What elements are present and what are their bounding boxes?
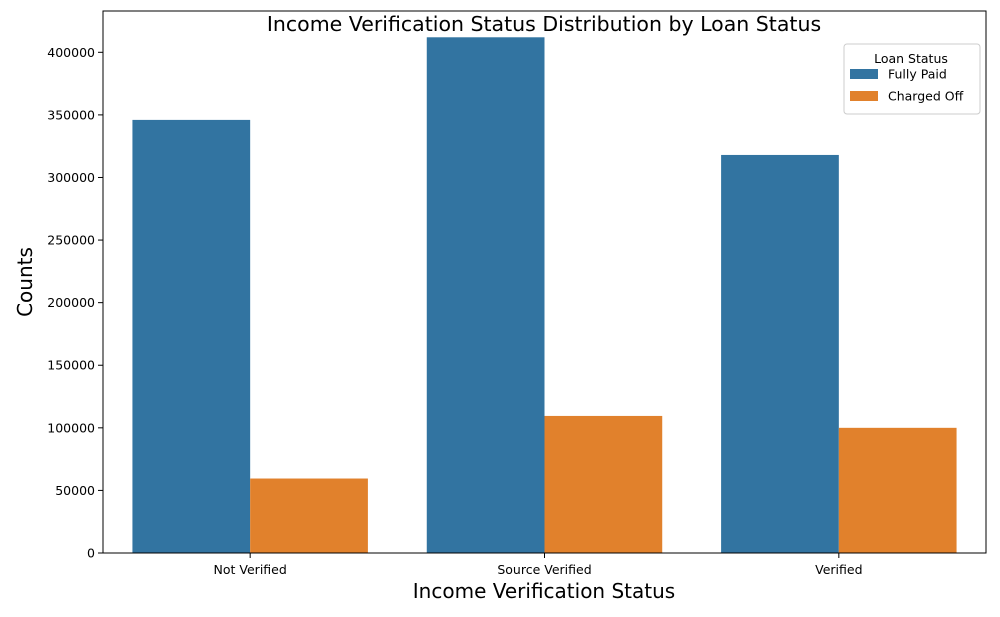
x-tick-label: Not Verified — [214, 562, 287, 577]
y-tick-label: 350000 — [47, 107, 95, 122]
x-tick-label: Verified — [815, 562, 862, 577]
bar-fully-paid-0 — [132, 119, 251, 553]
plot-area — [132, 37, 957, 553]
x-tick-label: Source Verified — [497, 562, 591, 577]
legend-swatch-fully-paid — [850, 69, 878, 79]
x-axis-title: Income Verification Status — [413, 579, 675, 603]
legend-label-fully-paid: Fully Paid — [888, 67, 947, 82]
y-axis-title: Counts — [13, 247, 37, 317]
bar-charged-off-1 — [544, 415, 663, 553]
bar-fully-paid-2 — [721, 154, 839, 553]
y-axis: 0 50000 100000 150000 200000 250000 300000 3500… — [47, 45, 103, 561]
legend-title: Loan Status — [874, 51, 948, 66]
bar-charged-off-2 — [838, 427, 957, 553]
y-tick-label: 250000 — [47, 233, 95, 248]
chart-title: Income Verification Status Distribution … — [267, 12, 821, 36]
y-tick-label: 300000 — [47, 170, 95, 185]
y-tick-label: 150000 — [47, 358, 95, 373]
y-tick-label: 0 — [87, 546, 95, 561]
y-tick-label: 50000 — [55, 483, 95, 498]
legend: Loan Status Fully Paid Charged Off — [843, 43, 981, 115]
bar-charged-off-0 — [250, 478, 368, 553]
plot-frame — [102, 10, 987, 554]
y-tick-label: 100000 — [47, 420, 95, 435]
y-tick-label: 200000 — [47, 295, 95, 310]
legend-label-charged-off: Charged Off — [888, 89, 964, 104]
bar-fully-paid-1 — [426, 37, 545, 553]
legend-swatch-charged-off — [850, 91, 878, 101]
y-tick-label: 400000 — [47, 45, 95, 60]
x-axis: Not Verified Source Verified Verified — [214, 553, 863, 577]
